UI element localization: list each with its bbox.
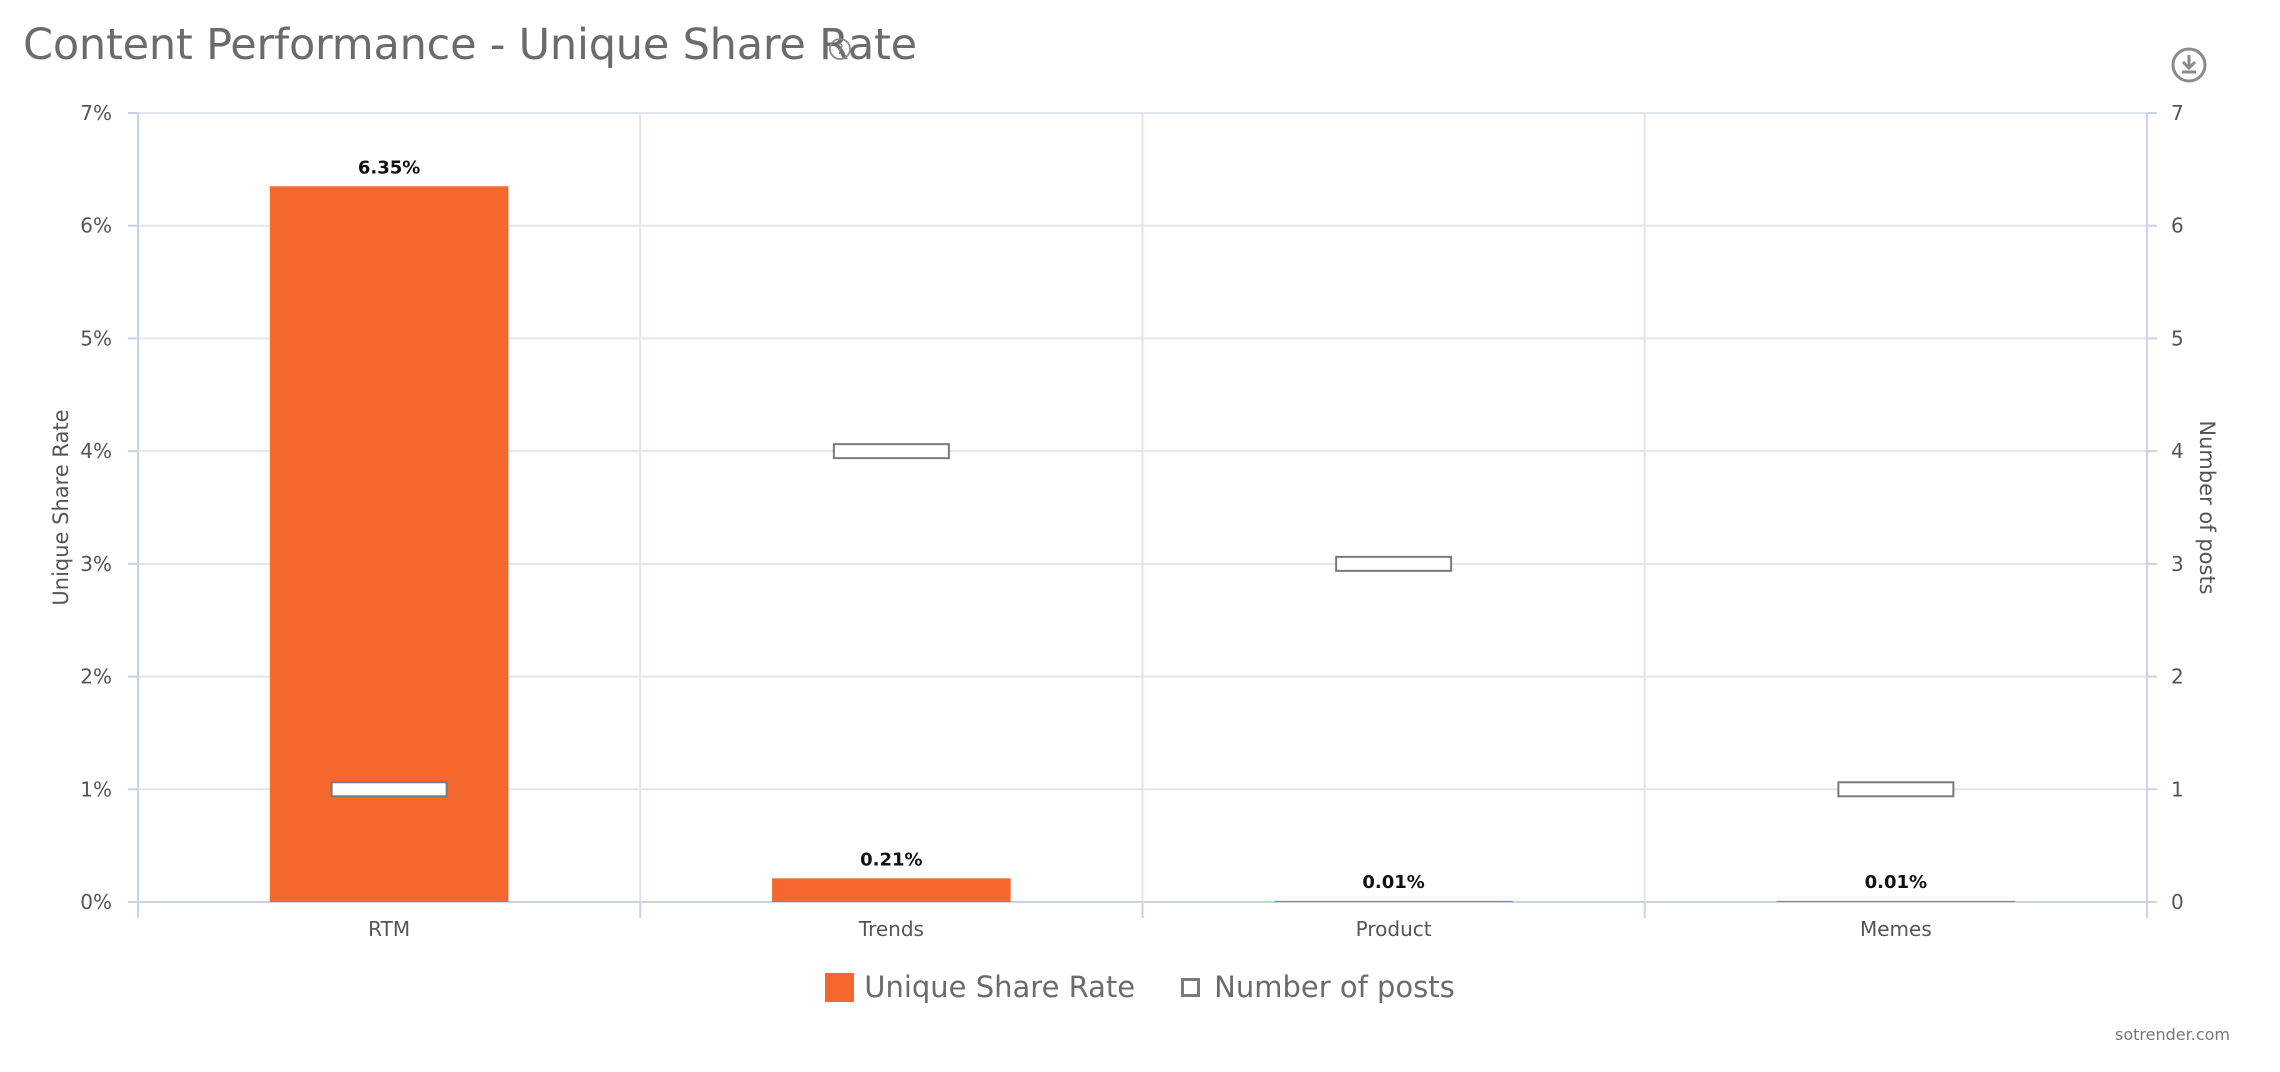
legend-item-unique-share-rate[interactable]: Unique Share Rate — [825, 970, 1135, 1004]
legend: Unique Share Rate Number of posts — [0, 970, 2280, 1004]
y-tick-label: 4% — [80, 439, 112, 463]
y2-tick-label: 3 — [2171, 552, 2184, 576]
data-label: 0.21% — [860, 849, 922, 870]
bar[interactable] — [772, 878, 1011, 902]
download-icon[interactable] — [2170, 46, 2208, 84]
y-tick-label: 7% — [80, 101, 112, 125]
svg-text:?: ? — [836, 42, 843, 58]
bar[interactable] — [1274, 900, 1513, 902]
question-circle-icon[interactable]: ? — [828, 37, 852, 61]
y2-tick-label: 7 — [2171, 101, 2184, 125]
y-tick-label: 3% — [80, 552, 112, 576]
legend-label: Unique Share Rate — [864, 970, 1136, 1004]
y-axis-title: Unique Share Rate — [49, 409, 73, 605]
y2-tick-label: 2 — [2171, 665, 2184, 689]
page-title: Content Performance - Unique Share Rate — [23, 20, 917, 70]
y-tick-label: 6% — [80, 214, 112, 238]
posts-marker[interactable] — [1335, 555, 1453, 572]
x-tick-label: Trends — [858, 917, 924, 941]
x-tick-label: RTM — [368, 917, 410, 941]
posts-marker[interactable] — [330, 781, 448, 798]
y2-tick-label: 1 — [2171, 777, 2184, 801]
legend-label: Number of posts — [1214, 970, 1455, 1004]
posts-marker[interactable] — [832, 443, 950, 460]
y-tick-label: 5% — [80, 326, 112, 350]
y-tick-label: 1% — [80, 777, 112, 801]
y2-tick-label: 4 — [2171, 439, 2184, 463]
data-label: 0.01% — [1865, 872, 1927, 893]
y2-tick-label: 6 — [2171, 214, 2184, 238]
credit-text: sotrender.com — [2115, 1025, 2230, 1044]
data-label: 6.35% — [358, 157, 420, 178]
legend-bar-swatch — [825, 972, 855, 1002]
legend-item-number-of-posts[interactable]: Number of posts — [1177, 970, 1455, 1004]
chart-plot: 0% 1% 2% 3% 4% 5% 6% 7% 0 1 2 3 4 5 6 7 RTM Trends Product… — [49, 101, 2219, 941]
x-tick-label: Memes — [1860, 917, 1932, 941]
legend-marker-swatch — [1181, 977, 1201, 997]
x-tick-label: Product — [1356, 917, 1432, 941]
data-label: 0.01% — [1362, 872, 1424, 893]
posts-marker[interactable] — [1837, 781, 1955, 798]
y2-tick-label: 5 — [2171, 326, 2184, 350]
y-tick-label: 0% — [80, 890, 112, 914]
y-tick-label: 2% — [80, 665, 112, 689]
bar[interactable] — [1776, 900, 2016, 902]
y2-axis-title: Number of posts — [2195, 420, 2219, 594]
y2-tick-label: 0 — [2171, 890, 2184, 914]
